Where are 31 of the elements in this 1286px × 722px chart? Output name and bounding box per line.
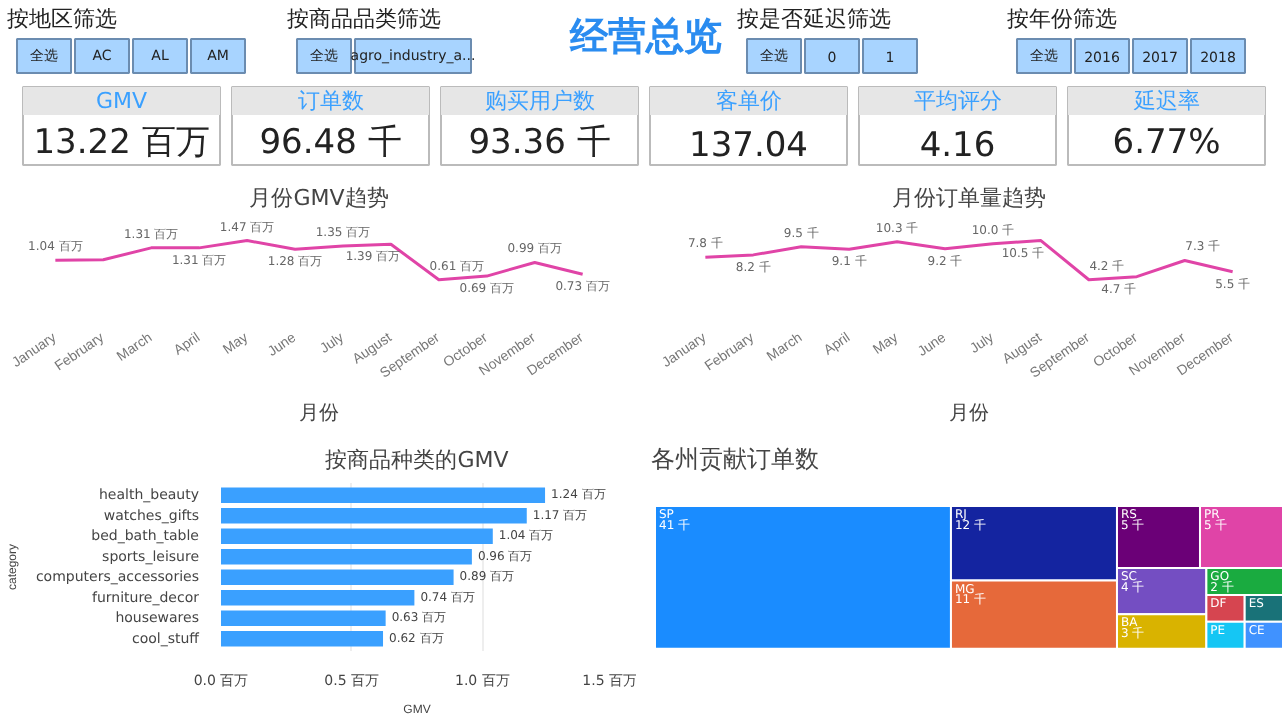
- text: 按年份筛选: [1007, 6, 1117, 32]
- text: 4.16: [919, 126, 996, 166]
- category-label: 平均评分: [913, 88, 1002, 114]
- text: 经营总览: [568, 15, 722, 59]
- category-label: 购买用户数: [484, 88, 595, 114]
- bar: [221, 528, 493, 544]
- text: 按商品品类筛选: [287, 6, 441, 32]
- text: 96.48 千: [259, 123, 402, 163]
- text: 按是否延迟筛选: [737, 6, 891, 32]
- chart-title: 按商品种类的GMV: [325, 447, 510, 473]
- x-axis-title: 月份: [949, 403, 989, 426]
- category-label: 延迟率: [1131, 88, 1200, 114]
- text: 13.22 百万: [33, 123, 210, 163]
- x-axis-title: 月份: [299, 403, 339, 426]
- text: 按地区筛选: [7, 6, 117, 32]
- bar: [221, 590, 415, 606]
- category-label: 客单价: [715, 88, 782, 114]
- bar: [221, 487, 546, 503]
- bar: [221, 631, 384, 647]
- chart-title: 月份订单量趋势: [892, 185, 1046, 211]
- text: 93.36 千: [468, 123, 611, 163]
- bar: [221, 569, 454, 585]
- category-label: 订单数: [297, 88, 364, 114]
- bar: [221, 549, 472, 565]
- text: 137.04: [689, 126, 808, 166]
- chart-title: 月份GMV趋势: [249, 185, 389, 211]
- text: 各州贡献订单数: [651, 445, 819, 473]
- text: 6.77%: [1112, 123, 1221, 163]
- bar: [221, 508, 527, 524]
- bar: [221, 610, 386, 626]
- category-label: GMV: [95, 88, 148, 114]
